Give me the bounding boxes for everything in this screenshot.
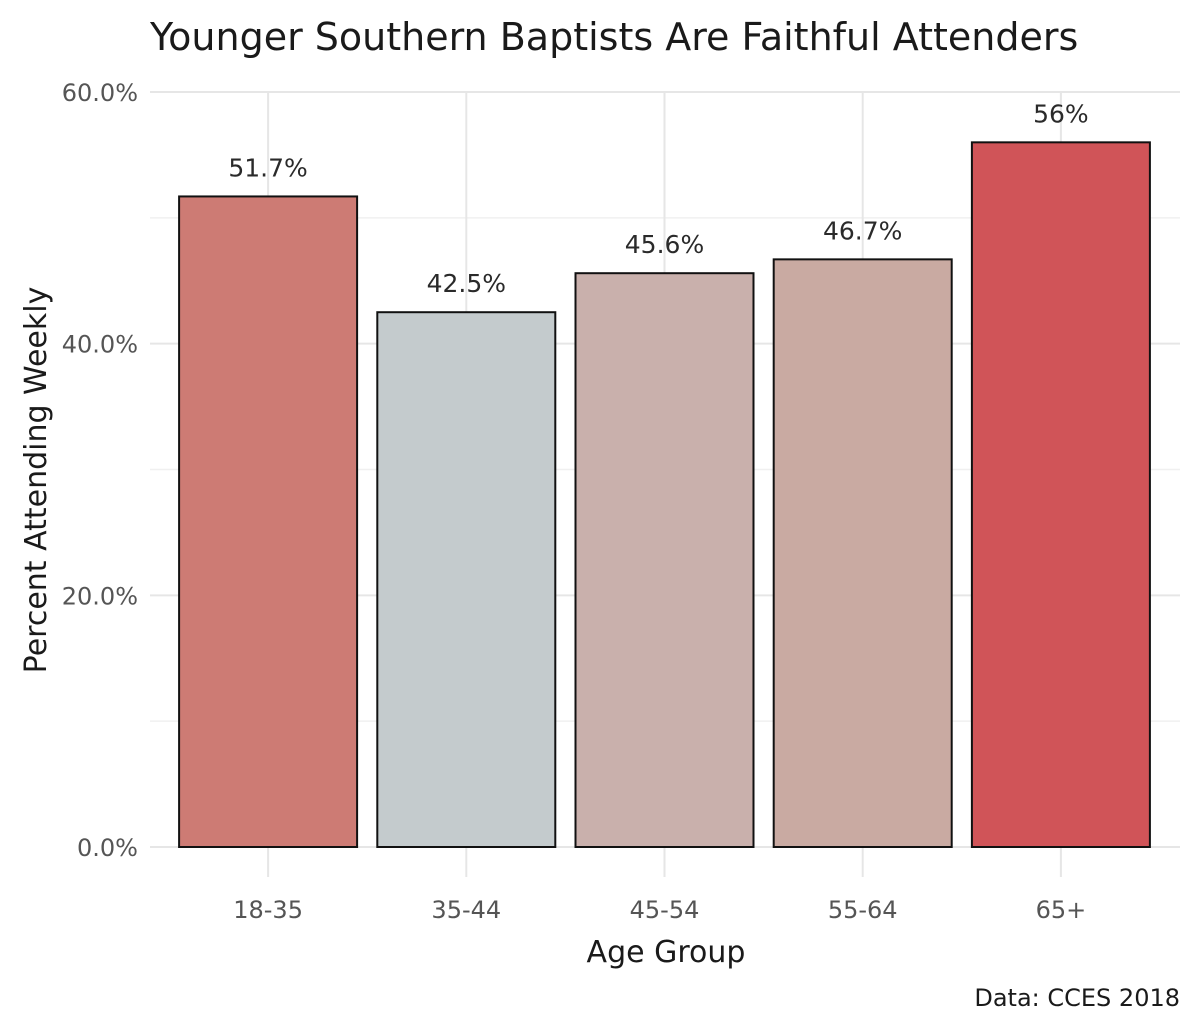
- data-source-caption: Data: CCES 2018: [974, 984, 1180, 1012]
- x-tick-label: 18-35: [233, 896, 303, 924]
- y-axis-ticks: 0.0% 20.0% 40.0% 60.0%: [62, 79, 138, 862]
- bar-35-44: [376, 311, 557, 849]
- y-tick-label: 60.0%: [62, 79, 138, 107]
- value-label: 46.7%: [823, 216, 902, 245]
- y-tick-label: 20.0%: [62, 582, 138, 610]
- x-axis-ticks: 18-35 35-44 45-54 55-64 65+: [233, 896, 1086, 924]
- value-label: 45.6%: [625, 230, 704, 259]
- x-tick-label: 65+: [1036, 896, 1087, 924]
- y-axis-title: Percent Attending Weekly: [19, 287, 54, 674]
- x-tick-label: 45-54: [630, 896, 700, 924]
- y-tick-label: 0.0%: [77, 834, 138, 862]
- x-axis-title: Age Group: [587, 935, 746, 970]
- value-label: 42.5%: [427, 269, 506, 298]
- bar-45-54: [574, 272, 755, 848]
- bar-65+: [970, 141, 1151, 849]
- value-labels: 51.7% 42.5% 45.6% 46.7% 56%: [228, 99, 1088, 298]
- x-tick-label: 55-64: [828, 896, 898, 924]
- value-label: 51.7%: [228, 153, 307, 182]
- y-tick-label: 40.0%: [62, 331, 138, 359]
- value-label: 56%: [1033, 99, 1089, 128]
- bar-55-64: [772, 258, 953, 848]
- bars: [178, 141, 1151, 849]
- chart-title: Younger Southern Baptists Are Faithful A…: [149, 15, 1078, 59]
- bar-18-35: [178, 195, 359, 849]
- x-tick-label: 35-44: [431, 896, 501, 924]
